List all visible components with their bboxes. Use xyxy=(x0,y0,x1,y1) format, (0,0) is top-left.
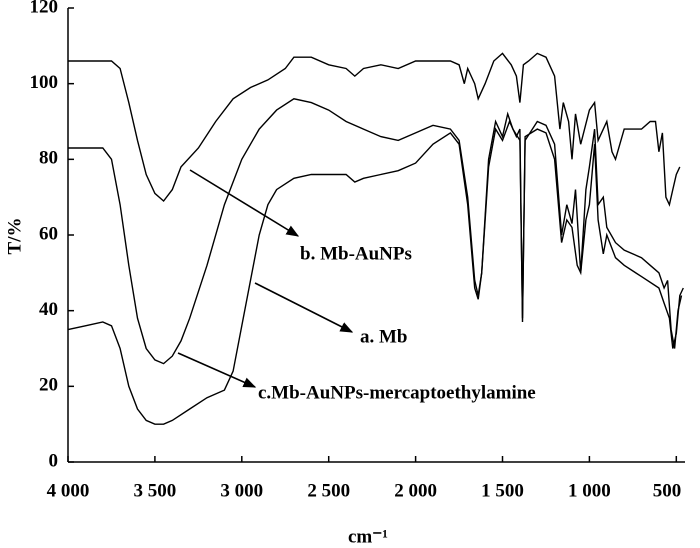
y-tick-label: 120 xyxy=(30,0,59,17)
y-tick-label: 40 xyxy=(39,299,58,320)
x-tick-label: 3 500 xyxy=(134,480,177,501)
y-tick-label: 100 xyxy=(30,72,59,93)
y-tick-label: 20 xyxy=(39,375,58,396)
label-arrow xyxy=(177,352,257,388)
spectrum-line xyxy=(68,52,681,207)
series-label: c.Mb-AuNPs-mercaptoethylamine xyxy=(258,382,536,403)
y-tick-label: 0 xyxy=(49,450,59,471)
label-arrow xyxy=(189,169,300,237)
y-axis-label: T/% xyxy=(4,218,25,255)
series-label: a. Mb xyxy=(360,326,408,347)
x-tick-label: 1 500 xyxy=(481,480,524,501)
y-tick-label: 60 xyxy=(39,223,58,244)
spectrum-line xyxy=(67,119,684,425)
label-arrow xyxy=(254,282,354,333)
x-tick-label: 2 000 xyxy=(394,480,437,501)
x-tick-label: 500 xyxy=(653,480,682,501)
x-tick-label: 2 500 xyxy=(307,480,350,501)
y-tick-label: 80 xyxy=(39,148,58,169)
spectrum-line xyxy=(68,98,683,365)
x-tick-label: 4 000 xyxy=(47,480,90,501)
series-label: b. Mb-AuNPs xyxy=(300,243,412,264)
x-tick-label: 1 000 xyxy=(568,480,611,501)
x-tick-label: 3 000 xyxy=(220,480,263,501)
x-axis-label: cm⁻¹ xyxy=(348,526,388,547)
